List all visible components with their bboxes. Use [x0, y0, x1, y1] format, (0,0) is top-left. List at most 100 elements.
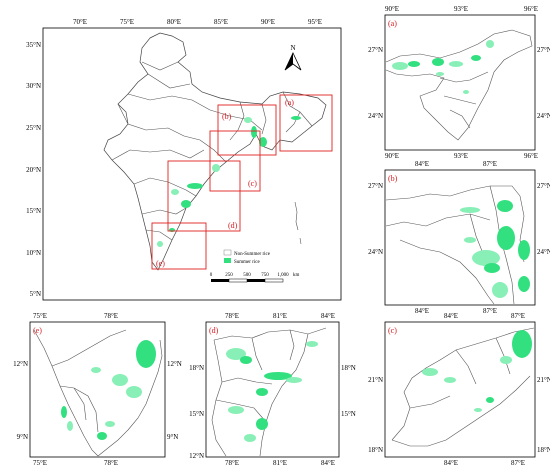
- legend-swatch-non-summer: [223, 249, 232, 256]
- extent-label-b: (b): [222, 112, 232, 121]
- scale-label: 0: [210, 273, 213, 278]
- extent-box-b: [217, 104, 277, 156]
- panel-c-label: (c): [388, 326, 397, 335]
- panel-b-right-tick: 24°N: [537, 248, 550, 256]
- panel-e-top-tick: 75°E: [33, 312, 47, 320]
- panel-c-right-tick: 18°N: [537, 446, 550, 454]
- legend-swatch-summer: [224, 258, 231, 263]
- main-lat-tick: 25°N: [26, 124, 41, 132]
- panel-e-label: (e): [33, 326, 42, 335]
- extent-box-d: [167, 160, 241, 232]
- main-lat-tick: 20°N: [26, 166, 41, 174]
- main-lon-tick: 75°E: [120, 18, 134, 26]
- main-lon-tick: 95°E: [308, 18, 322, 26]
- main-lon-ticks: 70°E 75°E 80°E 85°E 90°E 95°E: [73, 18, 322, 26]
- extent-box-a: [279, 94, 333, 152]
- extent-label-c: (c): [248, 179, 257, 188]
- panel-e-left-tick: 12°N: [13, 360, 28, 368]
- panel-d-top-tick: 78°E: [225, 312, 239, 320]
- panel-d-top-tick: 84°E: [321, 312, 335, 320]
- scale-label: 500: [243, 273, 251, 278]
- panel-e-right-tick: 12°N: [167, 360, 182, 368]
- panel-b-left-tick: 27°N: [368, 182, 383, 190]
- panel-a-frame: [384, 14, 536, 151]
- extent-boxes: (a) (b) (c) (d) (e): [151, 94, 333, 270]
- main-lon-tick: 85°E: [214, 18, 228, 26]
- panel-d-right-tick: 18°N: [341, 364, 356, 372]
- panel-d: (d) 78°E 81°E 84°E 78°E 81°E 84°E 18°N 1…: [189, 312, 356, 467]
- panel-b-left-tick: 24°N: [368, 248, 383, 256]
- panel-d-rice: [226, 341, 318, 442]
- extent-label-e: (e): [156, 259, 165, 268]
- panel-e-bottom-tick: 78°E: [104, 459, 118, 467]
- panel-a-left-tick: 24°N: [368, 112, 383, 120]
- panel-b-top-tick: 87°E: [483, 160, 497, 168]
- andaman-islands: [294, 201, 302, 245]
- panel-c: (c) 84°E 87°E 84°E 87°E 21°N 18°N 21°N 1…: [368, 312, 550, 467]
- panel-a-top-tick: 93°E: [454, 5, 468, 13]
- panel-d-frame: [205, 321, 340, 458]
- panel-d-right-tick: 15°N: [341, 410, 356, 418]
- extent-label-a: (a): [285, 98, 294, 107]
- scale-label: 250: [225, 273, 233, 278]
- panel-e-right-tick: 9°N: [167, 433, 178, 441]
- panel-b-top-tick: 84°E: [415, 160, 429, 168]
- panel-e-frame: [29, 321, 166, 458]
- panel-d-top-tick: 81°E: [273, 312, 287, 320]
- panel-d-left-tick: 12°N: [189, 452, 204, 460]
- panel-d-bottom-tick: 84°E: [321, 459, 335, 467]
- main-lon-tick: 80°E: [167, 18, 181, 26]
- panel-a-rice: [392, 40, 494, 94]
- panel-e-top-tick: 78°E: [104, 312, 118, 320]
- main-lon-tick: 90°E: [261, 18, 275, 26]
- scale-unit: km: [293, 273, 300, 278]
- panel-a-right-tick: 27°N: [537, 46, 550, 54]
- panel-a-label: (a): [388, 19, 397, 28]
- main-map: 70°E 75°E 80°E 85°E 90°E 95°E 35°N 30°N …: [26, 18, 342, 301]
- panel-e-left-tick: 9°N: [17, 433, 28, 441]
- panel-c-top-tick: 87°E: [511, 312, 525, 320]
- panel-b-frame: [384, 169, 536, 306]
- main-lon-tick: 70°E: [73, 18, 87, 26]
- panel-a-top-tick: 96°E: [524, 5, 538, 13]
- legend-label-non-summer: Non-Summer rice: [234, 252, 271, 257]
- panel-c-top-tick: 84°E: [444, 312, 458, 320]
- panel-c-frame: [384, 321, 536, 458]
- north-arrow-label: N: [290, 44, 295, 52]
- main-lat-tick: 15°N: [26, 207, 41, 215]
- panel-a-top-tick: 90°E: [385, 5, 399, 13]
- panel-e-rice: [61, 340, 156, 440]
- panel-e: (e) 75°E 78°E 75°E 78°E 12°N 9°N 12°N 9°…: [13, 312, 182, 467]
- scale-label: 1,000: [277, 273, 289, 278]
- panel-c-left-tick: 18°N: [368, 446, 383, 454]
- panel-b-right-tick: 27°N: [537, 182, 550, 190]
- panel-c-left-tick: 21°N: [368, 376, 383, 384]
- panel-d-left-tick: 18°N: [189, 364, 204, 372]
- panel-a: (a) 90°E 93°E 96°E 90°E 93°E 96°E 27°N 2…: [368, 5, 550, 160]
- main-lat-tick: 10°N: [26, 249, 41, 257]
- panel-c-rice: [422, 330, 532, 412]
- extent-box-e: [151, 222, 207, 270]
- main-lat-tick: 5°N: [30, 290, 41, 298]
- main-map-frame: [42, 27, 342, 301]
- panel-b-rice: [460, 200, 530, 298]
- legend: Non-Summer rice Summer rice: [223, 249, 271, 265]
- panel-c-right-tick: 21°N: [537, 376, 550, 384]
- panel-d-label: (d): [209, 326, 219, 335]
- panel-b-bottom-tick: 84°E: [415, 307, 429, 315]
- panel-b-label: (b): [388, 174, 398, 183]
- legend-label-summer: Summer rice: [234, 260, 260, 265]
- extent-label-d: (d): [228, 221, 238, 230]
- panel-d-bottom-tick: 81°E: [273, 459, 287, 467]
- north-arrow-icon: N: [284, 44, 302, 71]
- panel-c-bottom-tick: 87°E: [511, 459, 525, 467]
- panel-d-left-tick: 15°N: [189, 410, 204, 418]
- panel-a-bottom-tick: 90°E: [385, 152, 399, 160]
- main-lat-tick: 35°N: [26, 41, 41, 49]
- panel-b-bottom-tick: 87°E: [483, 307, 497, 315]
- scale-label: 750: [261, 273, 269, 278]
- panel-b: (b) 84°E 87°E 84°E 87°E 27°N 24°N 27°N 2…: [368, 160, 550, 315]
- india-outline: [103, 32, 327, 271]
- scale-bar: 0 250 500 750 1,000 km: [210, 273, 300, 283]
